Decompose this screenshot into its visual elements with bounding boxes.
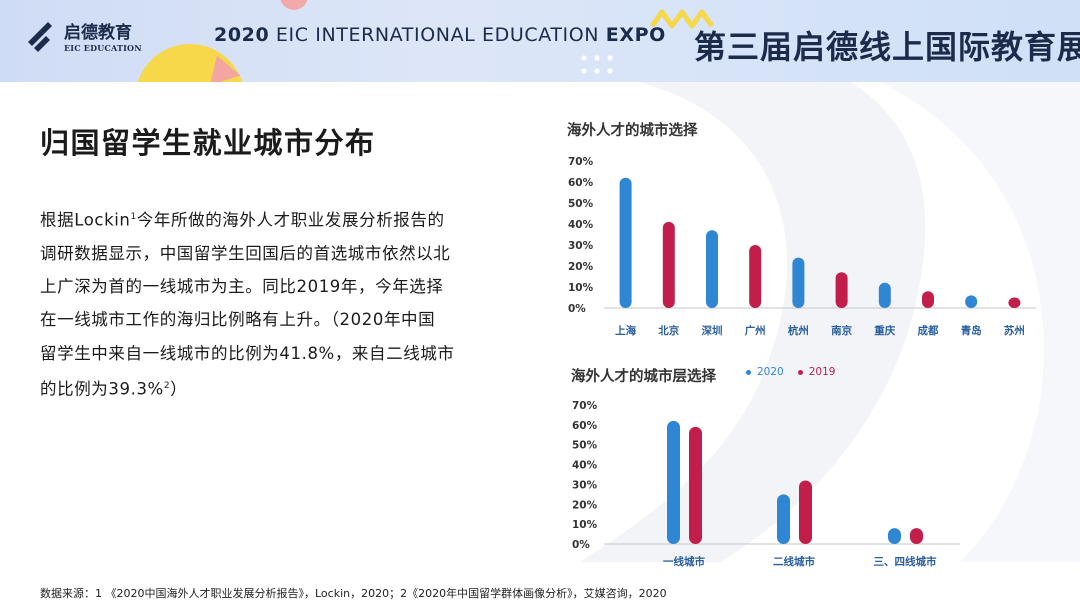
y-tick-label: 30% [572, 479, 598, 491]
chart-city-title: 海外人才的城市选择 [567, 123, 698, 139]
bar-2019-一线城市 [689, 426, 702, 544]
bar-2020-三、四线城市 [888, 528, 901, 544]
background-swoosh [580, 82, 1080, 562]
bar-2019-三、四线城市 [910, 528, 923, 544]
bar-杭州 [792, 257, 805, 308]
y-tick-label: 70% [572, 400, 598, 412]
x-tick-label: 一线城市 [663, 555, 705, 568]
y-tick-label: 0% [568, 303, 586, 315]
decor-dots [581, 55, 613, 74]
legend-item-2019: 2019 [797, 366, 836, 378]
body-line: 的比例为39.3%2） [40, 379, 188, 399]
bar-北京 [662, 221, 675, 308]
footnote-ref-1: 1 [130, 212, 137, 222]
chart-city-choice: 0% 10% 20% 30% 40% 50% 60% 70% 上海 北京 深圳 广州 杭州 南京 重庆 成都 青… [568, 156, 1036, 337]
body-line: 留学生中来自一线城市的比例为41.8%，来自二线城市 [40, 343, 455, 363]
x-tick-label: 深圳 [702, 324, 723, 337]
expo-suffix: EXPO [605, 24, 666, 46]
chart-tier-choice: 0% 10% 20% 30% 40% 50% 60% 70% 一线城市 二线城市 三、四线城市 [572, 400, 960, 568]
bar-2020-一线城市 [667, 420, 680, 544]
legend-label-2019: 2019 [808, 366, 836, 378]
y-tick-label: 20% [568, 261, 594, 273]
x-tick-label: 南京 [831, 324, 853, 337]
x-tick-label: 青岛 [961, 324, 982, 337]
bar-2019-二线城市 [799, 480, 812, 544]
y-tick-label: 10% [572, 519, 598, 531]
x-tick-label: 北京 [658, 324, 679, 337]
y-tick-label: 30% [568, 240, 594, 252]
bar-苏州 [1008, 297, 1021, 308]
legend-dot-2019 [797, 369, 803, 375]
header-banner: 启德教育 EIC EDUCATION 2020 EIC INTERNATIONA… [0, 0, 1080, 82]
x-tick-label: 苏州 [1004, 324, 1025, 337]
decor-zigzag [650, 9, 715, 29]
x-tick-label: 重庆 [874, 324, 895, 337]
x-tick-label: 广州 [745, 324, 766, 337]
bar-青岛 [965, 295, 978, 308]
bar-上海 [619, 177, 632, 308]
body-line: 调研数据显示，中国留学生回国后的首选城市依然以北 [40, 243, 451, 263]
body-paragraph: 根据Lockin1今年所做的海外人才职业发展分析报告的 调研数据显示，中国留学生… [40, 201, 520, 406]
expo-title: 2020 EIC INTERNATIONAL EDUCATION EXPO [214, 24, 666, 46]
logo-chinese-name: 启德教育 [64, 23, 132, 43]
bar-深圳 [706, 230, 718, 308]
body-line: 上广深为首的一线城市为主。同比2019年，今年选择 [40, 277, 444, 297]
page-title: 归国留学生就业城市分布 [40, 126, 376, 160]
y-tick-label: 60% [568, 177, 594, 189]
legend-label-2020: 2020 [757, 366, 784, 378]
legend-dot-2020 [746, 369, 751, 375]
legend-item-2020: 2020 [746, 366, 784, 378]
data-source-footnote: 数据来源：1 《2020中国海外人才职业发展分析报告》，Lockin，2020；… [40, 587, 667, 600]
expo-chinese-title: 第三届启德线上国际教育展 [694, 28, 1080, 66]
x-tick-label: 上海 [615, 324, 637, 337]
x-tick-label: 三、四线城市 [874, 555, 937, 568]
y-tick-label: 0% [572, 539, 590, 551]
bar-广州 [749, 245, 762, 308]
y-tick-label: 40% [572, 460, 598, 472]
y-tick-label: 10% [568, 282, 594, 294]
y-tick-label: 50% [568, 198, 594, 210]
bar-2020-二线城市 [777, 494, 790, 544]
chart-tier-legend: 2020 2019 [746, 366, 835, 378]
bar-成都 [922, 291, 934, 308]
x-tick-label: 成都 [918, 324, 939, 337]
y-tick-label: 50% [572, 440, 598, 452]
chart-tier-title: 海外人才的城市层选择 [571, 369, 716, 385]
expo-name: EIC INTERNATIONAL EDUCATION [275, 24, 600, 46]
decor-circle-small [280, 0, 308, 10]
y-tick-label: 60% [572, 420, 598, 432]
bar-南京 [835, 272, 848, 308]
body-line: 根据Lockin1今年所做的海外人才职业发展分析报告的 [40, 210, 445, 230]
bar-重庆 [878, 282, 891, 308]
eic-logo: 启德教育 EIC EDUCATION [22, 20, 142, 56]
x-tick-label: 二线城市 [773, 555, 815, 568]
y-tick-label: 20% [572, 499, 598, 511]
y-tick-label: 40% [568, 219, 594, 231]
logo-english-name: EIC EDUCATION [64, 43, 142, 53]
eic-logo-icon [28, 22, 52, 52]
expo-year: 2020 [214, 24, 270, 46]
y-tick-label: 70% [568, 156, 594, 168]
x-tick-label: 杭州 [788, 324, 809, 337]
body-line: 在一线城市工作的海归比例略有上升。（2020年中国 [40, 310, 436, 330]
footnote-ref-2: 2 [163, 380, 171, 391]
